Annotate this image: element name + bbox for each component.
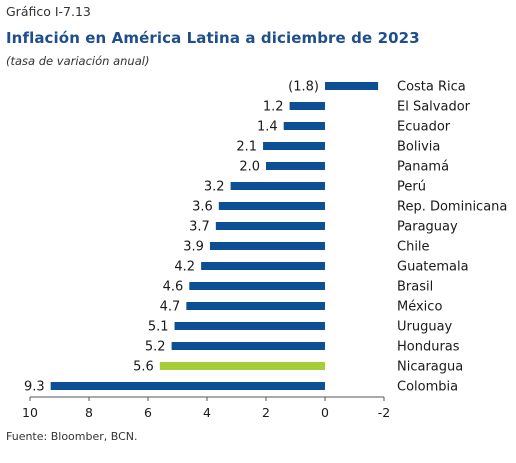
x-axis: 10 8 6 4 2 0 -2 [22, 396, 390, 420]
category-label-panama: Panamá [397, 160, 449, 175]
value-label-rep-dominicana: 3.6 [192, 200, 213, 215]
chart-subtitle: (tasa de variación anual) [6, 54, 150, 68]
bar-peru [230, 182, 325, 190]
category-label-el-salvador: El Salvador [397, 100, 471, 115]
bar-guatemala [201, 262, 325, 270]
bar-el-salvador [289, 102, 325, 110]
category-label-colombia: Colombia [397, 380, 458, 395]
value-label-colombia: 9.3 [24, 380, 45, 395]
category-label-guatemala: Guatemala [397, 260, 469, 275]
bar-paraguay [215, 222, 325, 230]
value-label-panama: 2.0 [239, 160, 260, 175]
x-tick-label: -2 [378, 405, 390, 420]
value-label-mexico: 4.7 [160, 300, 181, 315]
bar-mexico [186, 302, 325, 310]
bar-uruguay [174, 322, 325, 330]
value-label-nicaragua: 5.6 [133, 360, 154, 375]
source-note: Fuente: Bloomber, BCN. [6, 430, 138, 443]
value-label-brasil: 4.6 [163, 280, 184, 295]
value-label-peru: 3.2 [204, 180, 225, 195]
bar-colombia [50, 382, 326, 390]
value-label-costa-rica: (1.8) [288, 80, 319, 95]
x-tick-label: 0 [321, 405, 329, 420]
bar-brasil [189, 282, 325, 290]
value-label-bolivia: 2.1 [236, 140, 257, 155]
category-label-chile: Chile [397, 240, 430, 255]
x-tick-label: 6 [144, 405, 152, 420]
category-label-nicaragua: Nicaragua [397, 360, 463, 375]
figure-label: Gráfico I-7.13 [6, 4, 91, 19]
value-label-el-salvador: 1.2 [263, 100, 284, 115]
bar-bolivia [263, 142, 325, 150]
x-tick-label: 8 [85, 405, 93, 420]
category-label-ecuador: Ecuador [397, 120, 451, 135]
category-label-rep-dominicana: Rep. Dominicana [397, 200, 507, 215]
x-tick-label: 4 [203, 405, 211, 420]
value-label-guatemala: 4.2 [174, 260, 195, 275]
value-label-chile: 3.9 [183, 240, 204, 255]
value-labels-group: (1.8) 1.2 1.42.1 2.0 3.2 3.6 3.7 3.9 4.2 4.6 4.7 5.… [24, 80, 319, 395]
category-label-costa-rica: Costa Rica [397, 80, 466, 95]
value-label-uruguay: 5.1 [148, 320, 169, 335]
category-label-bolivia: Bolivia [397, 140, 440, 155]
category-label-paraguay: Paraguay [397, 220, 458, 235]
bar-ecuador [283, 122, 325, 130]
bar-rep-dominicana [218, 202, 325, 210]
category-labels-group: Costa Rica El Salvador Ecuador Bolivia Panam… [397, 80, 507, 395]
category-label-mexico: México [397, 300, 442, 315]
bar-chile [209, 242, 325, 250]
category-label-peru: Perú [397, 180, 426, 195]
category-label-uruguay: Uruguay [397, 320, 453, 335]
bar-panama [266, 162, 325, 170]
value-label-ecuador: 1.4 [257, 120, 278, 135]
bars-group [50, 82, 379, 390]
chart-title: Inflación en América Latina a diciembre … [6, 29, 420, 47]
category-label-brasil: Brasil [397, 280, 433, 295]
x-tick-label: 2 [262, 405, 270, 420]
bar-nicaragua [159, 362, 325, 370]
bar-costa-rica [325, 82, 379, 90]
bar-honduras [171, 342, 325, 350]
value-label-paraguay: 3.7 [189, 220, 210, 235]
category-label-honduras: Honduras [397, 340, 460, 355]
x-tick-label: 10 [22, 405, 38, 420]
value-label-honduras: 5.2 [145, 340, 166, 355]
